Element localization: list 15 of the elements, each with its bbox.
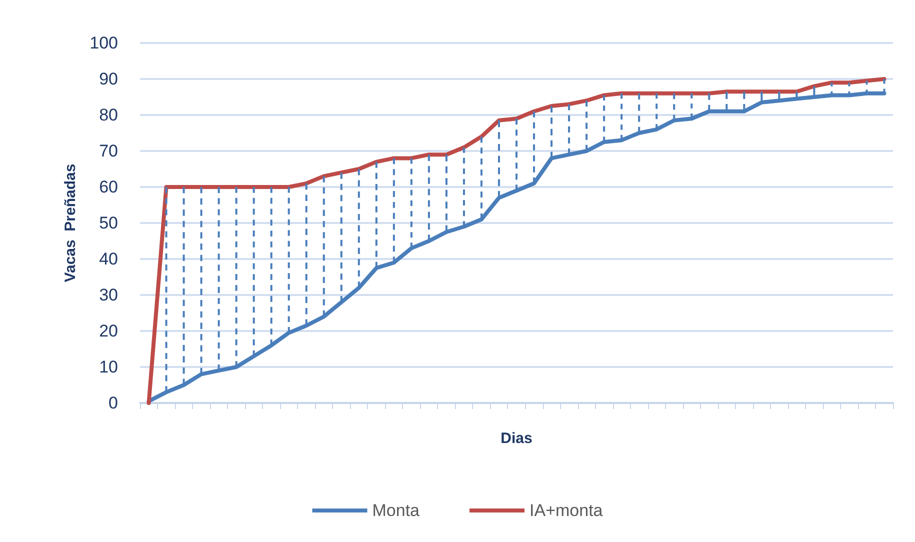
y-axis-title: Vacas Preñadas [62, 164, 79, 282]
y-tick-label: 100 [90, 34, 118, 52]
y-tick-label: 40 [99, 250, 118, 268]
y-tick-label: 70 [99, 142, 118, 160]
legend-label: IA+monta [530, 501, 604, 520]
y-tick-label: 0 [108, 394, 118, 412]
y-tick-label: 80 [99, 106, 118, 124]
x-axis-title: Dias [500, 430, 532, 447]
y-tick-label: 20 [99, 322, 118, 340]
y-tick-label: 90 [99, 70, 118, 88]
legend-label: Monta [372, 501, 420, 520]
y-tick-label: 10 [99, 358, 118, 376]
y-tick-label: 30 [99, 286, 118, 304]
y-tick-label: 60 [99, 178, 118, 196]
y-tick-label: 50 [99, 214, 118, 232]
